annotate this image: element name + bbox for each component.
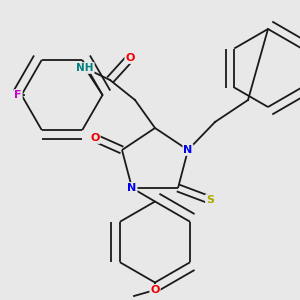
Text: F: F	[14, 90, 22, 100]
Text: NH: NH	[76, 63, 94, 73]
Text: O: O	[90, 133, 100, 143]
Text: O: O	[125, 53, 135, 63]
Text: N: N	[183, 145, 193, 155]
Text: O: O	[150, 285, 160, 295]
Text: N: N	[128, 183, 136, 193]
Text: S: S	[206, 195, 214, 205]
